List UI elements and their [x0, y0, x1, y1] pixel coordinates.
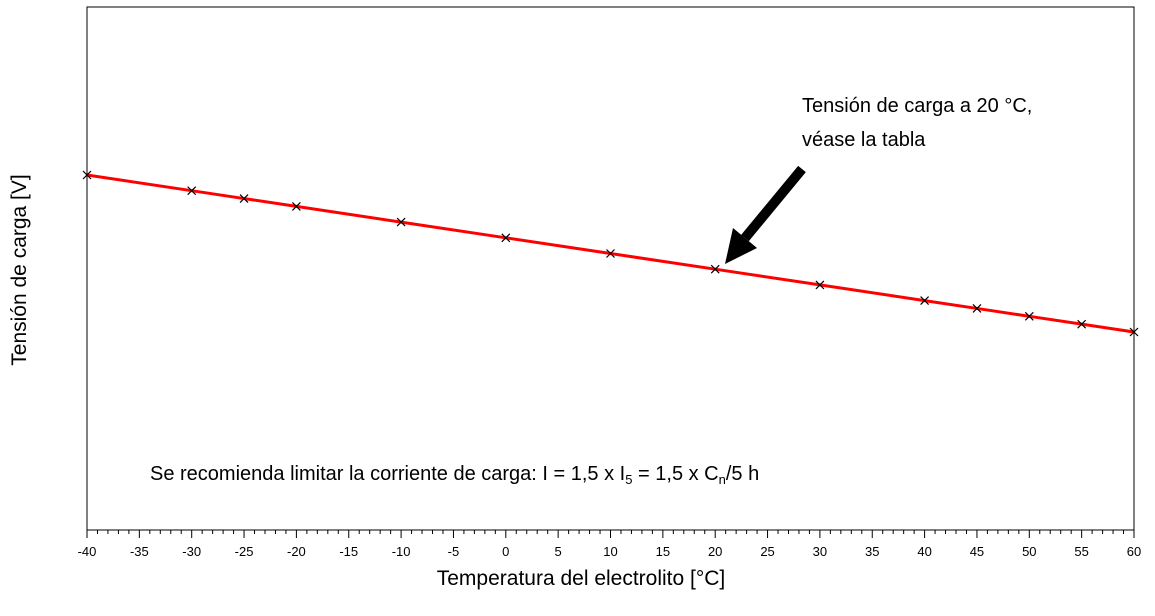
x-axis-title: Temperatura del electrolito [°C]	[437, 567, 726, 590]
data-point-marker	[972, 304, 982, 313]
x-tick-label: 55	[1074, 544, 1088, 559]
x-tick-label: -35	[130, 544, 149, 559]
arrowhead	[725, 228, 757, 264]
x-tick-label: -15	[339, 544, 358, 559]
data-point-marker	[1024, 311, 1034, 321]
recommendation-mid: = 1,5 x C	[632, 463, 718, 485]
x-tick-label: 0	[502, 544, 509, 559]
arrow-pointer	[725, 165, 806, 264]
x-tick-label: -20	[287, 544, 306, 559]
data-point-marker	[1129, 327, 1139, 337]
x-tick-label: 5	[555, 544, 562, 559]
recommendation-sub-2: n	[719, 472, 726, 487]
recommendation-sub-1: 5	[625, 472, 632, 487]
recommendation-prefix: Se recomienda limitar la corriente de ca…	[150, 463, 625, 485]
x-tick-label: -5	[448, 544, 460, 559]
x-axis-tick-labels: -40 -35 -30 -25 -20 -15 -10 -5 0 5 10 15 20 25 30 35 40 4…	[78, 544, 1142, 559]
recommendation-suffix: /5 h	[726, 463, 759, 485]
x-tick-label: 30	[813, 544, 827, 559]
x-tick-label: -10	[392, 544, 411, 559]
x-tick-label: 15	[656, 544, 670, 559]
plot-area-border	[86, 6, 1135, 531]
arrow-note-line-2: véase la tabla	[802, 129, 926, 151]
data-point-marker	[291, 201, 301, 211]
data-point-marker	[815, 280, 825, 290]
data-point-marker	[606, 249, 615, 258]
arrow-note-line-1: Tensión de carga a 20 °C,	[802, 95, 1032, 117]
recommendation-note: Se recomienda limitar la corriente de ca…	[150, 463, 759, 487]
data-point-marker	[82, 170, 92, 180]
data-point-marker	[1077, 319, 1087, 329]
x-tick-label: 25	[760, 544, 774, 559]
y-axis-title: Tensión de carga [V]	[8, 174, 31, 365]
x-tick-label: 45	[970, 544, 984, 559]
x-tick-label: 60	[1127, 544, 1141, 559]
x-tick-label: 20	[708, 544, 722, 559]
data-point-marker	[710, 264, 720, 274]
series-markers-group	[82, 170, 1139, 337]
x-tick-label: 10	[603, 544, 617, 559]
x-tick-label: -30	[182, 544, 201, 559]
x-axis-ticks	[86, 530, 1135, 538]
data-point-marker	[501, 233, 511, 243]
arrow-shaft	[741, 165, 806, 242]
series-line-group	[86, 173, 1135, 334]
x-tick-label: -40	[78, 544, 97, 559]
x-tick-label: 40	[917, 544, 931, 559]
series-line	[86, 173, 1135, 334]
data-point-marker	[187, 186, 197, 196]
x-tick-label: 50	[1022, 544, 1036, 559]
data-point-marker	[920, 296, 930, 306]
x-tick-label: 35	[865, 544, 879, 559]
x-tick-label: -25	[235, 544, 254, 559]
data-point-marker	[396, 217, 406, 227]
data-point-marker	[239, 194, 249, 203]
